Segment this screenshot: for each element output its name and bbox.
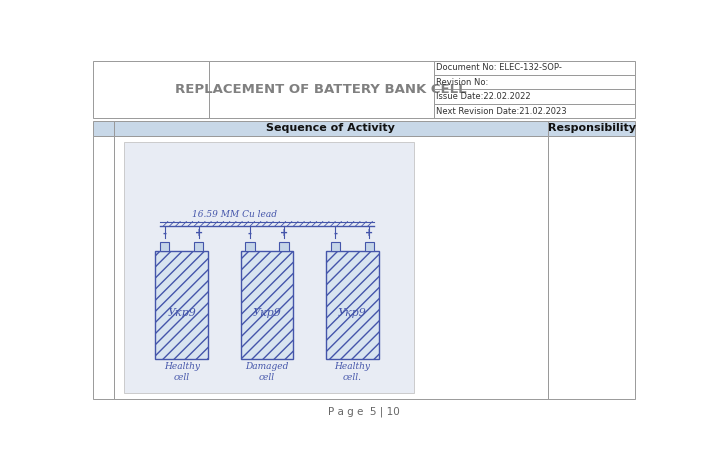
Bar — [434, 89, 635, 104]
Bar — [92, 136, 114, 399]
Bar — [548, 121, 635, 136]
Text: +: + — [195, 228, 203, 238]
Bar — [124, 142, 414, 393]
Bar — [92, 61, 209, 118]
Text: Revision No:: Revision No: — [436, 78, 488, 87]
Text: Next Revision Date:21.02.2023: Next Revision Date:21.02.2023 — [436, 106, 567, 115]
Bar — [434, 104, 635, 118]
Text: -: - — [333, 228, 337, 238]
Text: P a g e  5 | 10: P a g e 5 | 10 — [328, 406, 400, 417]
Text: -: - — [248, 228, 252, 238]
Text: Responsibility: Responsibility — [547, 123, 635, 133]
Text: +: + — [365, 228, 373, 238]
Bar — [434, 75, 635, 89]
Bar — [365, 242, 374, 251]
Bar — [245, 242, 255, 251]
Text: Healthy
cell.: Healthy cell. — [334, 362, 370, 382]
Bar — [194, 242, 204, 251]
Bar — [114, 121, 548, 136]
Text: Document No: ELEC-132-SOP-: Document No: ELEC-132-SOP- — [436, 63, 562, 72]
Bar — [326, 251, 378, 359]
Text: 16.59 MM Cu lead: 16.59 MM Cu lead — [192, 210, 278, 219]
Text: Damaged
cell: Damaged cell — [246, 362, 289, 382]
Text: Healthy
cell: Healthy cell — [164, 362, 200, 382]
Bar — [331, 242, 340, 251]
Text: Issue Date:22.02.2022: Issue Date:22.02.2022 — [436, 92, 530, 101]
Bar — [241, 251, 293, 359]
Bar — [280, 242, 289, 251]
Text: Укр9: Укр9 — [253, 308, 281, 318]
Bar — [114, 136, 548, 399]
Bar — [160, 242, 170, 251]
Bar — [155, 251, 208, 359]
Text: REPLACEMENT OF BATTERY BANK CELL: REPLACEMENT OF BATTERY BANK CELL — [175, 83, 467, 96]
Text: +: + — [280, 228, 288, 238]
Bar — [434, 61, 635, 75]
Bar — [92, 121, 114, 136]
Text: Укр9: Укр9 — [168, 308, 196, 318]
Bar — [209, 61, 434, 118]
Bar — [548, 136, 635, 399]
Text: -: - — [163, 228, 167, 238]
Text: Укр9: Укр9 — [338, 308, 366, 318]
Text: Sequence of Activity: Sequence of Activity — [266, 123, 395, 133]
